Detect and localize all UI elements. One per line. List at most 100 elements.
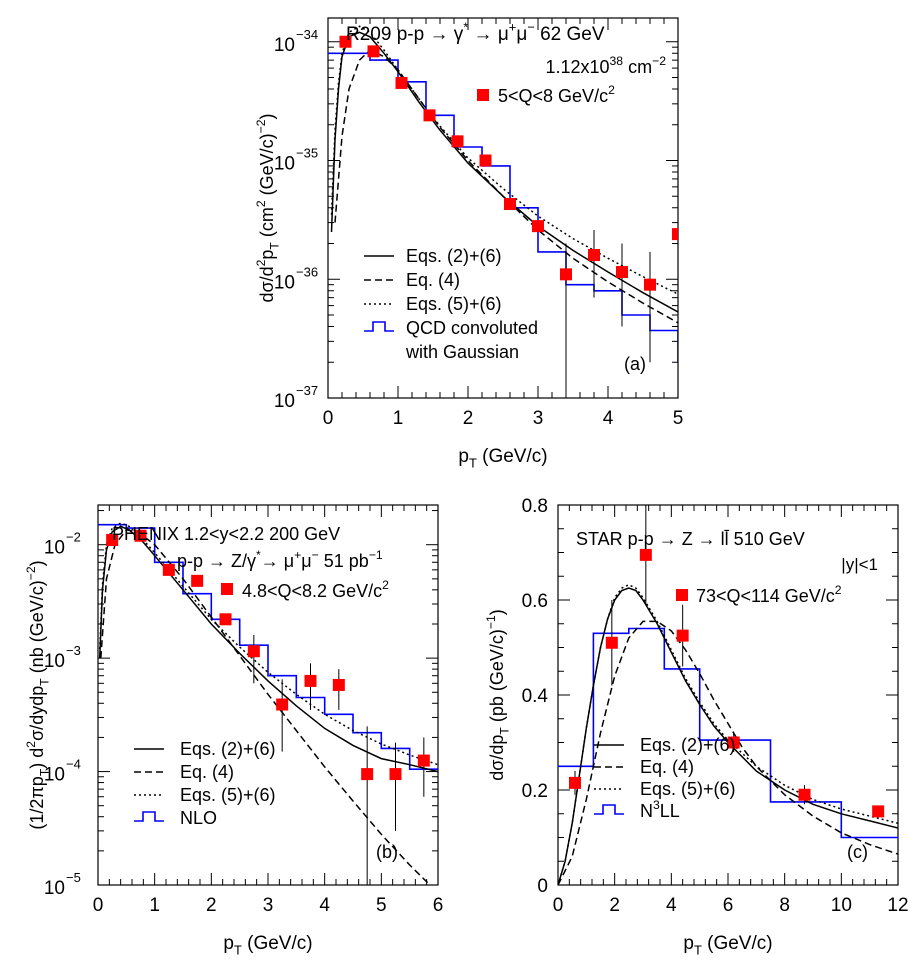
text-run: 73<Q<114 GeV/c	[696, 586, 835, 606]
data-point	[479, 154, 492, 167]
panel-label: (c)	[847, 842, 868, 862]
y-axis-title: dσ/d2pT (cm2 (GeV/c)−2)	[254, 113, 282, 302]
y-tick-exponent: −5	[66, 870, 81, 885]
text-run: (GeV/c)	[702, 933, 773, 954]
text-run: LL	[660, 801, 680, 821]
data-point	[639, 548, 652, 561]
text-run: → μ	[261, 551, 294, 571]
annotations: PHENIX 1.2<y<2.2 200 GeV p-p → Z/γ*→ μ+μ−…	[112, 524, 389, 601]
annotation-marker	[676, 589, 688, 601]
data-point	[532, 220, 544, 233]
text-run: 1.12x10	[545, 57, 609, 77]
y-tick-label: 10	[44, 538, 65, 559]
text-run: Eqs. (2)+(6)	[640, 735, 736, 755]
text-run: 62 GeV	[535, 24, 605, 45]
text-run: 5<Q<8 GeV/c	[498, 86, 608, 106]
text-run: −1	[369, 548, 383, 562]
x-tick-label: 10	[831, 895, 852, 916]
text-run: Eq. (4)	[640, 757, 694, 777]
text-run: R209 p-p → γ	[346, 24, 464, 45]
y-tick-label: 0.6	[522, 591, 548, 612]
data-point	[339, 35, 352, 48]
text-run: −2	[652, 54, 666, 68]
text-run: T	[497, 727, 511, 735]
legend-label: Eqs. (5)+(6)	[406, 294, 502, 314]
text-run: (pb (GeV/c)	[487, 629, 507, 727]
data-point	[727, 736, 740, 749]
annotation-range: 4.8<Q<8.2 GeV/c2	[242, 578, 389, 601]
text-run: −2	[24, 566, 38, 580]
text-run: 2	[24, 741, 38, 748]
annotation-range: 5<Q<8 GeV/c2	[498, 83, 615, 106]
text-run: μ	[516, 24, 527, 45]
y-tick-label: 10	[274, 391, 295, 412]
text-run: ) d	[27, 748, 47, 769]
text-run: PHENIX 1.2<y<2.2 200 GeV	[112, 524, 340, 544]
y-tick-label: 10	[274, 35, 295, 56]
text-run: p	[683, 933, 694, 954]
x-tick-label: 12	[887, 895, 908, 916]
panel-label: (a)	[624, 354, 646, 374]
data-point	[162, 563, 175, 576]
data-point	[191, 574, 204, 587]
annotation-title: PHENIX 1.2<y<2.2 200 GeV	[112, 524, 340, 544]
text-run: (GeV/c)	[257, 133, 277, 200]
y-tick-exponent: −3	[66, 643, 81, 658]
data-point	[332, 678, 345, 691]
legend-label: Eqs. (2)+(6)	[406, 246, 502, 266]
y-tick-label: 10	[274, 272, 295, 293]
text-run: σ/dydp	[27, 686, 47, 741]
y-tick-exponent: −37	[296, 383, 318, 398]
x-tick-label: 4	[319, 895, 330, 916]
text-run: −1	[484, 615, 498, 629]
y-axis-title: (1/2πpT) d2σ/dydpT (nb (GeV/c)−2)	[24, 560, 52, 829]
x-tick-label: 4	[666, 895, 677, 916]
x-tick-label: 0	[93, 895, 104, 916]
text-run: 2	[608, 83, 615, 97]
text-run: *	[463, 19, 468, 34]
annotation-rapidity: |y|<1	[841, 555, 878, 574]
legend: Eqs. (2)+(6) Eq. (4) Eqs. (5)+(6) NLO	[134, 739, 276, 828]
y-tick-exponent: −4	[66, 757, 81, 772]
panel-b: 0 1 2 3 4 5 610−510−410−310−2pT (GeV/c)(1/2πpT…	[24, 504, 444, 958]
text-run: (cm	[257, 207, 277, 242]
x-tick-label: 2	[463, 408, 474, 429]
data-point	[644, 278, 656, 291]
data-point	[672, 228, 678, 241]
annotation-process: p-p → Z/γ*→ μ+μ− 51 pb−1	[177, 548, 383, 571]
text-run: 38	[610, 54, 624, 68]
data-point	[569, 776, 581, 789]
annotation-range: 73<Q<114 GeV/c2	[696, 583, 842, 606]
data-point	[395, 76, 408, 89]
x-axis-title: pT (GeV/c)	[683, 933, 772, 958]
data-point	[361, 768, 374, 781]
x-tick-label: 6	[723, 895, 734, 916]
histogram-step	[558, 627, 898, 839]
legend: Eqs. (2)+(6)Eq. (4)Eqs. (5)+(6)N3LL	[594, 735, 736, 821]
y-tick-label: 10	[44, 878, 65, 899]
plot-area	[328, 25, 678, 398]
data-point	[798, 788, 811, 801]
data-point	[247, 645, 260, 658]
legend: Eqs. (2)+(6) Eq. (4) Eqs. (5)+(6) QCD convo…	[364, 246, 538, 362]
x-tick-label: 1	[149, 895, 160, 916]
x-tick-label: 5	[376, 895, 387, 916]
text-run: cm	[623, 57, 652, 77]
curve-dashed	[558, 620, 898, 885]
legend-label: NLO	[180, 808, 217, 828]
x-tick-label: 2	[206, 895, 217, 916]
text-run: )	[487, 609, 507, 615]
annotations: STAR p-p → Z → ll̄ 510 GeV |y|<1 73<Q<114 …	[576, 529, 878, 606]
legend-label: Eq. (4)	[640, 757, 694, 777]
data-point	[134, 529, 147, 542]
x-axis-title: pT (GeV/c)	[223, 933, 312, 958]
data-point	[423, 109, 436, 122]
x-tick-label: 6	[433, 895, 444, 916]
text-run: |y|<1	[841, 555, 878, 574]
text-run: −	[527, 19, 535, 34]
text-run: 2	[254, 200, 268, 207]
text-run: T	[234, 943, 242, 958]
x-tick-label: 5	[673, 408, 684, 429]
x-tick-label: 8	[779, 895, 790, 916]
